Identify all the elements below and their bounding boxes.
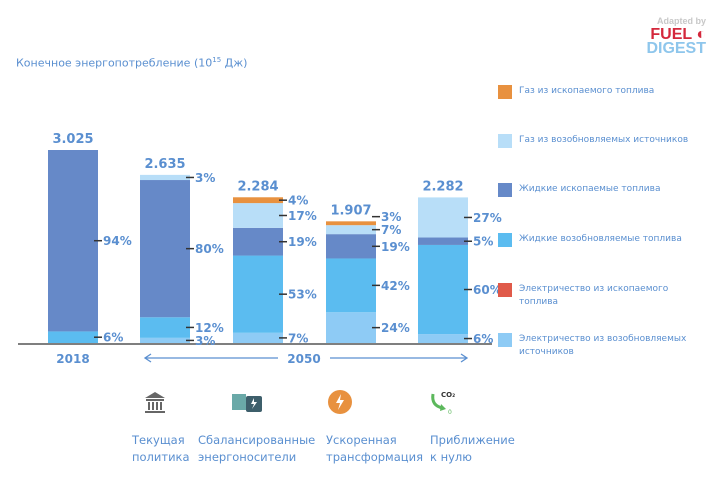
x-label-2050: 2050 <box>287 352 320 366</box>
bank-icon <box>141 388 169 416</box>
range-arrow <box>143 353 469 363</box>
legend-swatch <box>498 333 512 347</box>
energy-mix-icon <box>230 388 262 416</box>
scenario-label: Ускоренная трансформация <box>326 432 423 466</box>
bar-segment <box>140 180 190 318</box>
legend-label: Газ из ископаемого топлива <box>519 86 655 96</box>
legend-item: Электричество из возобновляемых источник… <box>498 333 708 359</box>
legend-label: Газ из возобновляемых источников <box>519 135 689 145</box>
scenario-label-line1: Сбалансированные <box>198 433 316 447</box>
fuel-digest-logo: Adapted by FUEL ◐ DIGEST <box>646 16 706 57</box>
segment-value-label: 60% <box>473 283 502 297</box>
bar-segment <box>233 197 283 204</box>
bar-total-label: 3.025 <box>52 132 93 147</box>
segment-value-label: 4% <box>288 194 308 208</box>
segment-value-label: 19% <box>381 240 410 254</box>
legend-label: Электричество из возобновляемых источник… <box>519 334 687 357</box>
segment-value-label: 19% <box>288 235 317 249</box>
bar-segment <box>418 197 468 238</box>
legend-item: Электричество из ископаемого топлива <box>498 283 708 309</box>
bar-total-label: 1.907 <box>330 203 371 218</box>
legend-swatch <box>498 134 512 148</box>
scenario-label-line1: Ускоренная <box>326 433 397 447</box>
segment-value-label: 3% <box>381 210 401 224</box>
segment-value-label: 3% <box>195 171 215 185</box>
legend-label: Электричество из ископаемого топлива <box>519 284 669 307</box>
x-label-2018: 2018 <box>56 352 89 366</box>
scenario-label: Сбалансированные энергоносители <box>198 432 315 466</box>
chart-title: Конечное энергопотребление (1015 Дж) <box>16 56 248 70</box>
bar-segment <box>326 234 376 259</box>
legend-label: Жидкие ископаемые топлива <box>519 184 661 194</box>
legend-item: Жидкие возобновляемые топлива <box>498 233 708 247</box>
legend-item: Жидкие ископаемые топлива <box>498 183 708 197</box>
scenario-label-line1: Приближение <box>430 433 515 447</box>
segment-value-label: 7% <box>381 223 401 237</box>
segment-value-label: 94% <box>103 234 132 248</box>
bar-segment <box>140 337 190 343</box>
scenario-label-line1: Текущая <box>132 433 185 447</box>
svg-text:CO₂: CO₂ <box>441 391 455 399</box>
legend-swatch <box>498 233 512 247</box>
bar-total-label: 2.282 <box>422 179 463 194</box>
segment-value-label: 80% <box>195 242 224 256</box>
bar-segment <box>418 334 468 343</box>
bar-total-label: 2.284 <box>237 179 278 194</box>
bar-segment <box>326 258 376 313</box>
bar-segment <box>140 317 190 338</box>
legend-item: Газ из возобновляемых источников <box>498 134 708 148</box>
legend-swatch <box>498 183 512 197</box>
segment-value-label: 27% <box>473 211 502 225</box>
scenario-label: Приближение к нулю <box>430 432 515 466</box>
segment-value-label: 6% <box>103 331 123 345</box>
segment-value-label: 42% <box>381 279 410 293</box>
bar-total-label: 2.635 <box>144 157 185 172</box>
scenario-label-line2: энергоносители <box>198 450 297 464</box>
bar-segment <box>48 150 98 332</box>
segment-value-label: 3% <box>195 334 215 348</box>
lightning-icon <box>326 388 354 416</box>
segment-value-label: 5% <box>473 235 493 249</box>
bar-segment <box>326 221 376 226</box>
scenario-label: Текущая политика <box>132 432 190 466</box>
scenario-label-line2: трансформация <box>326 450 423 464</box>
scenario-label-line2: к нулю <box>430 450 472 464</box>
bar-segment <box>233 227 283 256</box>
legend-swatch <box>498 283 512 297</box>
legend-swatch <box>498 85 512 99</box>
segment-value-label: 6% <box>473 332 493 346</box>
segment-value-label: 12% <box>195 321 224 335</box>
bar-segment <box>233 332 283 343</box>
segment-value-label: 7% <box>288 331 308 345</box>
bar-segment <box>48 331 98 343</box>
bar-segment <box>233 203 283 228</box>
bar-segment <box>326 312 376 343</box>
bar-segment <box>418 244 468 335</box>
bar-segment <box>233 255 283 333</box>
scenario-label-line2: политика <box>132 450 190 464</box>
legend-label: Жидкие возобновляемые топлива <box>519 234 682 244</box>
segment-value-label: 17% <box>288 209 317 223</box>
svg-text:0: 0 <box>448 409 452 416</box>
legend-item: Газ из ископаемого топлива <box>498 85 708 99</box>
co2-zero-icon: CO₂ 0 <box>427 388 455 416</box>
segment-value-label: 53% <box>288 288 317 302</box>
bar-segment <box>140 174 190 181</box>
segment-value-label: 24% <box>381 321 410 335</box>
bar-segment <box>326 225 376 235</box>
bar-segment <box>418 237 468 245</box>
